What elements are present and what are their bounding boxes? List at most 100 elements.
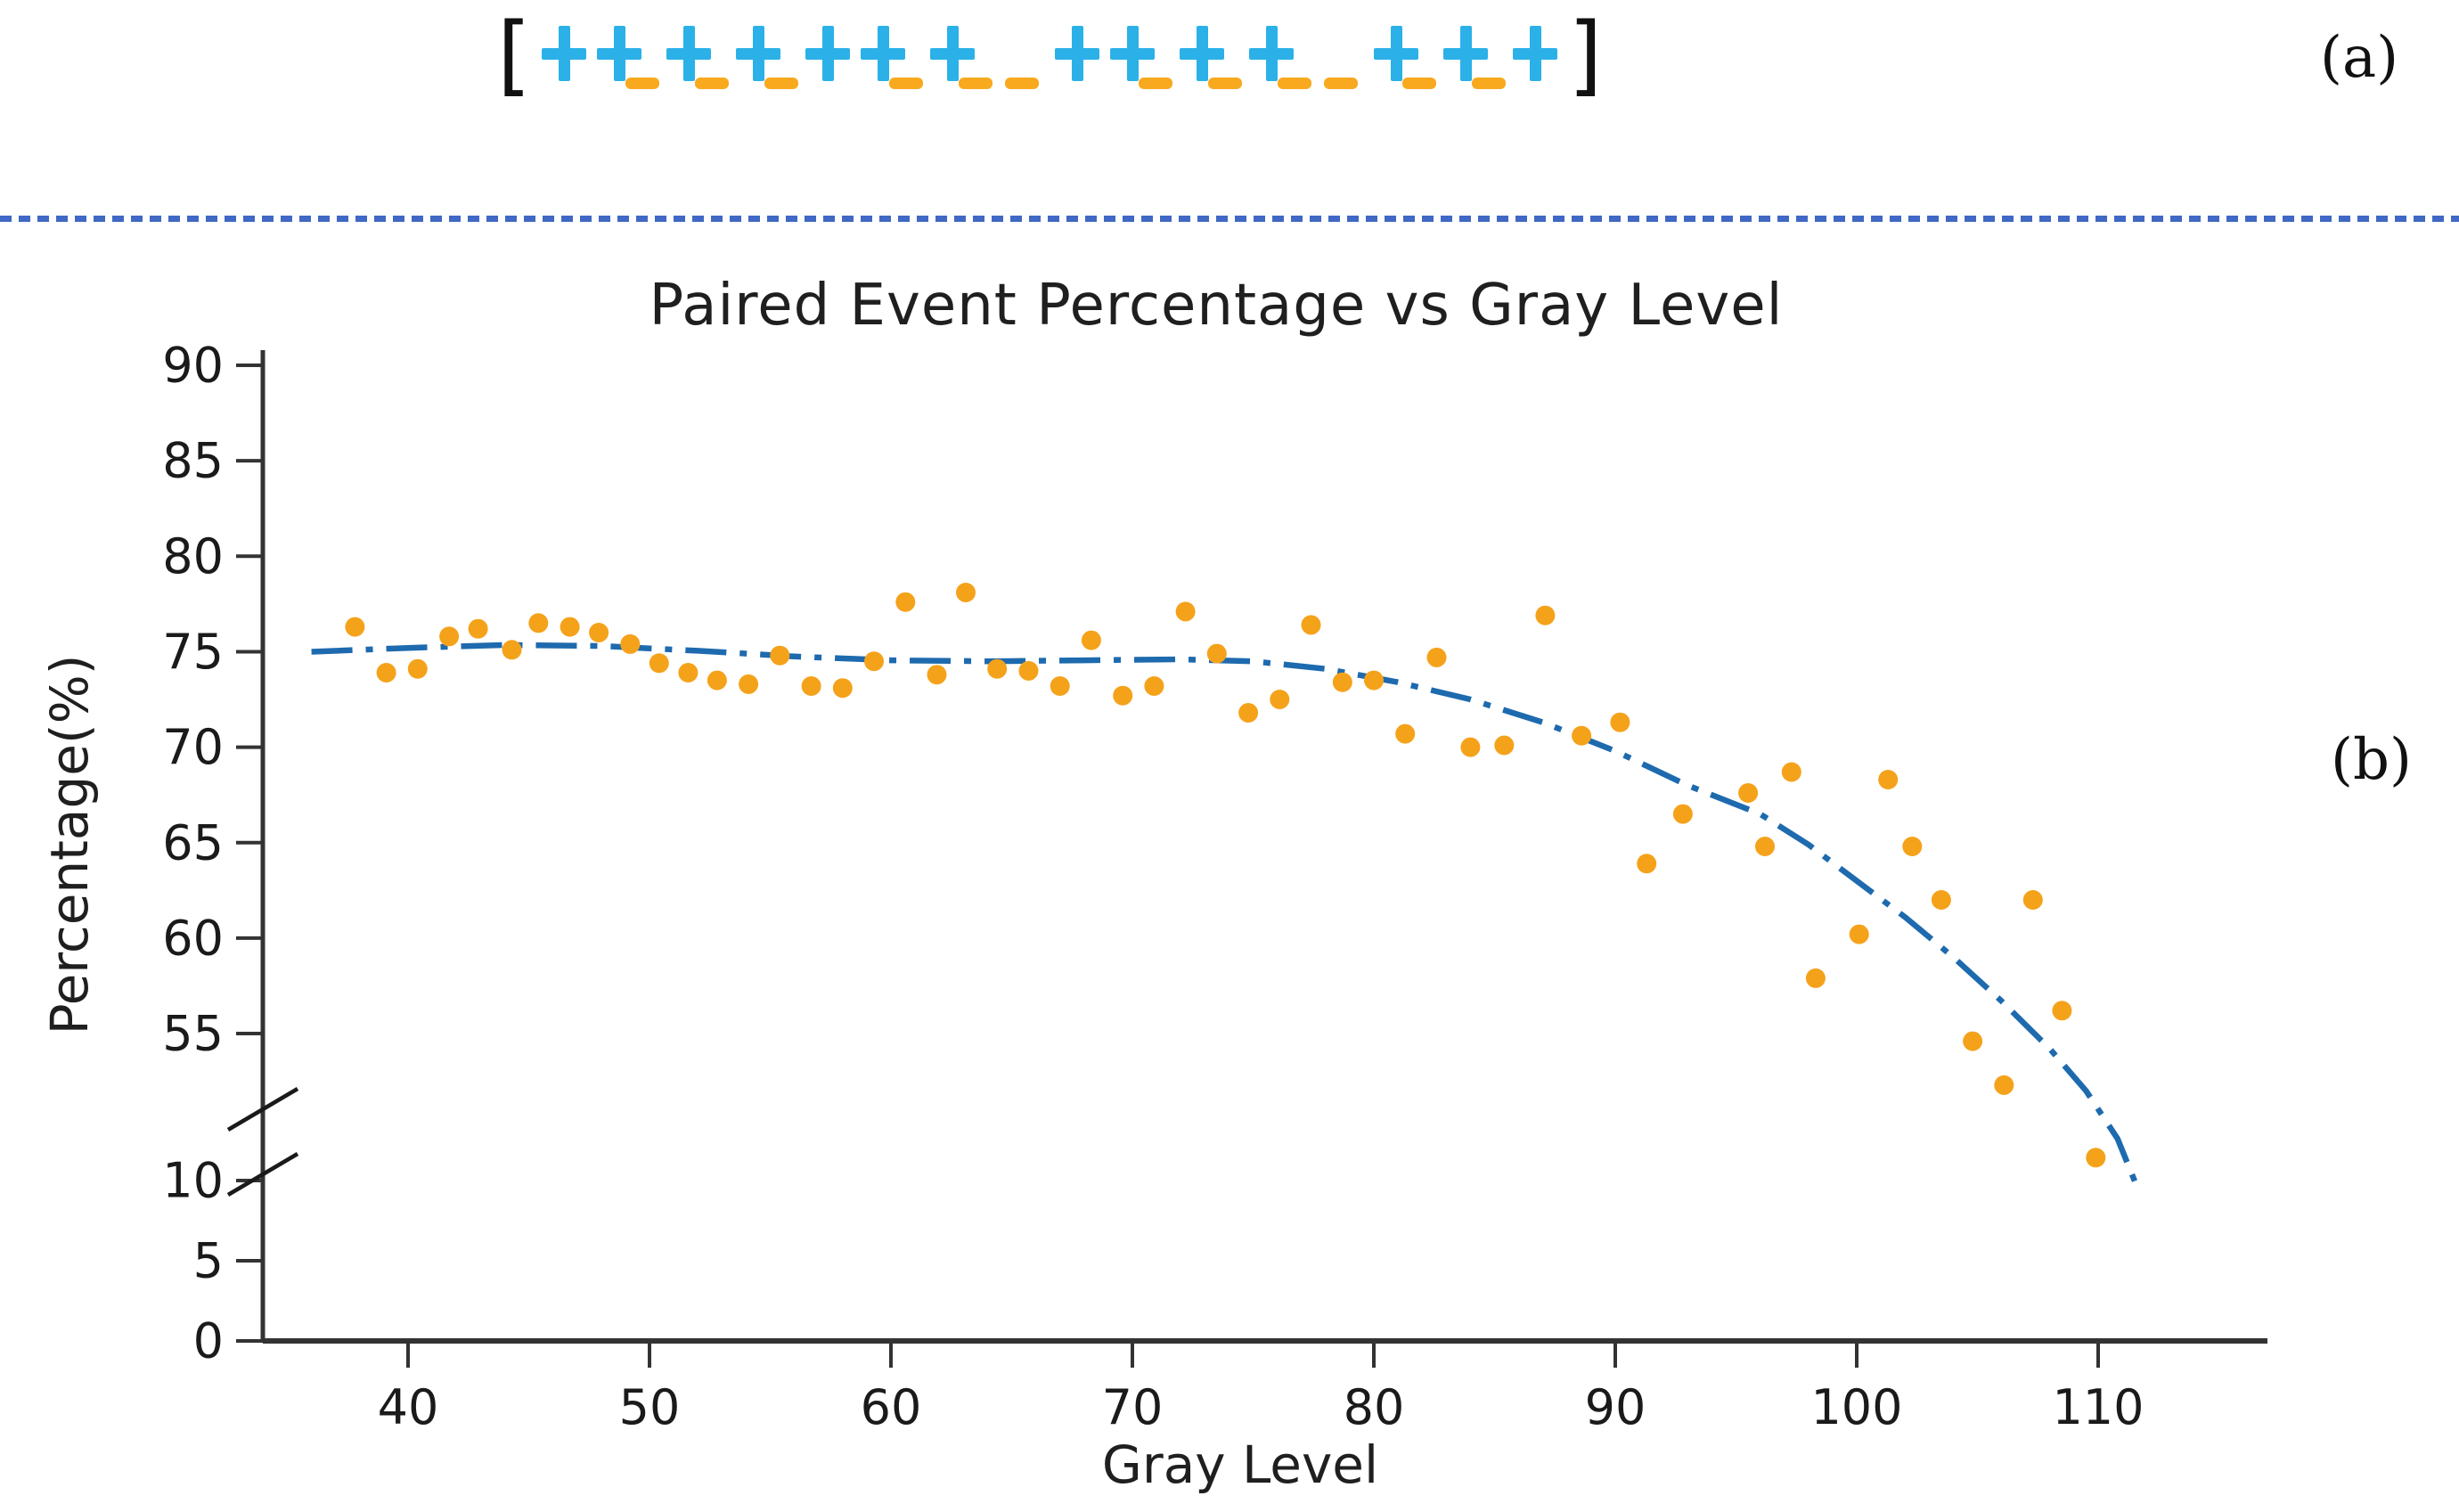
- plus-event-icon: [736, 26, 781, 81]
- scatter-point: [1206, 643, 1227, 664]
- scatter-point: [407, 658, 428, 679]
- scatter-point: [987, 658, 1008, 679]
- x-tick-label: 40: [378, 1379, 439, 1435]
- y-tick-label: 70: [162, 719, 224, 775]
- scatter-point: [1781, 762, 1801, 782]
- plus-event-icon: [1249, 26, 1295, 81]
- scatter-point: [678, 663, 698, 682]
- scatter-point: [770, 645, 790, 666]
- x-tick-label: 90: [1585, 1379, 1646, 1435]
- scatter-point: [956, 583, 976, 602]
- scatter-point: [1081, 630, 1101, 650]
- scatter-point: [1270, 690, 1290, 709]
- minus-event-icon: [764, 78, 799, 89]
- y-tick-label: 65: [162, 814, 224, 870]
- plus-event-icon: [1110, 26, 1156, 81]
- y-tick-label: 60: [162, 910, 224, 966]
- x-tick-label: 110: [2052, 1379, 2144, 1435]
- scatter-point: [1113, 685, 1133, 706]
- axis-break-slash: [226, 1152, 299, 1197]
- scatter-point: [1332, 672, 1352, 692]
- open-bracket: [: [497, 4, 532, 106]
- plus-event-icon: [1513, 26, 1558, 81]
- plus-event-icon: [861, 26, 906, 81]
- minus-event-icon: [625, 78, 660, 89]
- close-bracket: ]: [1568, 4, 1603, 106]
- scatter-point: [1963, 1031, 1983, 1051]
- plus-event-icon: [1443, 26, 1489, 81]
- scatter-point: [439, 626, 460, 647]
- plus-event-icon: [666, 26, 712, 81]
- scatter-point: [707, 670, 727, 691]
- scatter-point: [2022, 890, 2043, 910]
- scatter-point: [1460, 737, 1481, 757]
- scatter-point: [1535, 605, 1556, 625]
- scatter-point: [1931, 890, 1951, 910]
- plus-event-icon: [805, 26, 851, 81]
- scatter-point: [560, 617, 580, 637]
- scatter-point: [468, 618, 488, 639]
- minus-event-icon: [1472, 78, 1507, 89]
- scatter-point: [1572, 725, 1592, 746]
- chart-title: Paired Event Percentage vs Gray Level: [649, 273, 1784, 339]
- scatter-point: [2052, 1001, 2072, 1021]
- scatter-point: [1805, 968, 1826, 988]
- minus-event-icon: [889, 78, 924, 89]
- minus-event-icon: [959, 78, 993, 89]
- minus-event-icon: [1005, 78, 1040, 89]
- scatter-point: [1494, 735, 1515, 756]
- y-tick-label: 0: [193, 1313, 224, 1369]
- scatter-point: [895, 592, 916, 612]
- scatter-point: [1395, 723, 1416, 744]
- event-sequence-panel: [ ]: [492, 5, 1607, 105]
- scatter-point: [1755, 837, 1775, 856]
- y-tick-label: 10: [162, 1153, 224, 1209]
- scatter-point: [1994, 1075, 2014, 1095]
- plus-event-icon: [1055, 26, 1100, 81]
- scatter-point: [1050, 676, 1070, 696]
- dashed-divider-line: [0, 216, 2459, 222]
- plus-event-icon: [597, 26, 642, 81]
- minus-event-icon: [1139, 78, 1173, 89]
- trend-line: [311, 642, 2140, 1188]
- scatter-point: [1175, 601, 1196, 622]
- scatter-point: [739, 674, 759, 694]
- plus-event-icon: [930, 26, 976, 81]
- axis-break-slash: [226, 1087, 299, 1132]
- event-token-row: [536, 26, 1563, 89]
- y-tick-label: 90: [162, 338, 224, 394]
- scatter-point: [1426, 647, 1447, 667]
- x-tick-label: 70: [1102, 1379, 1164, 1435]
- scatter-point: [589, 623, 609, 642]
- minus-event-icon: [1402, 78, 1437, 89]
- y-tick-label: 75: [162, 624, 224, 680]
- scatter-point: [832, 678, 853, 699]
- scatter-point: [1637, 854, 1657, 874]
- scatter-point: [1144, 676, 1164, 696]
- minus-event-icon: [695, 78, 730, 89]
- plus-event-icon: [542, 26, 587, 81]
- scatter-point: [1301, 615, 1321, 635]
- scatter-point: [1018, 660, 1039, 681]
- scatter-point: [376, 663, 396, 682]
- y-tick-label: 5: [193, 1233, 224, 1289]
- y-tick-label: 85: [162, 433, 224, 489]
- minus-event-icon: [1278, 78, 1312, 89]
- subfigure-label-b: (b): [2331, 727, 2412, 793]
- scatter-point: [864, 651, 884, 672]
- scatter-point: [1610, 712, 1630, 732]
- scatter-point: [1238, 703, 1259, 723]
- minus-event-icon: [1208, 78, 1243, 89]
- scatter-point: [1849, 924, 1869, 944]
- minus-event-icon: [1324, 78, 1359, 89]
- x-axis-label: Gray Level: [1101, 1434, 1379, 1495]
- scatter-point: [528, 613, 549, 633]
- x-tick-label: 80: [1344, 1379, 1405, 1435]
- x-tick-label: 100: [1810, 1379, 1902, 1435]
- scatter-point: [502, 640, 522, 660]
- scatter-point: [1738, 783, 1759, 803]
- scatter-point: [1878, 770, 1899, 789]
- x-tick-label: 60: [861, 1379, 922, 1435]
